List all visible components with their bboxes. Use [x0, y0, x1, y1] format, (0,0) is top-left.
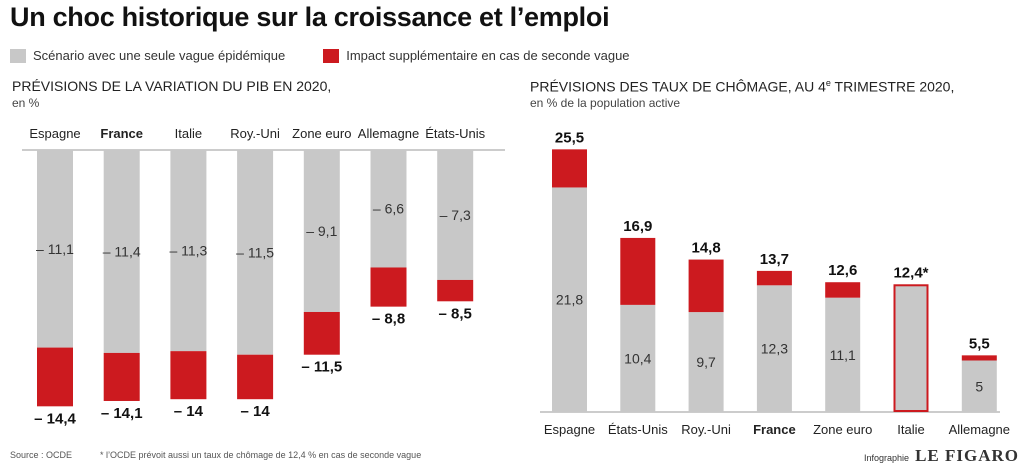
unemployment-bar-base-allemagne — [961, 360, 997, 412]
gdp-category-label-etats-unis: États-Unis — [425, 126, 485, 141]
unemployment-value-label-total-italie: 12,4* — [893, 264, 928, 281]
gdp-bar-base-france — [103, 150, 140, 353]
credit-prefix: Infographie — [864, 453, 910, 463]
unemployment-category-label-allemagne: Allemagne — [949, 422, 1010, 437]
gdp-value-label-total-roy-uni: – 14 — [240, 403, 270, 420]
gdp-value-label-total-france: – 14,1 — [101, 405, 143, 422]
unemployment-value-label-base-roy-uni: 9,7 — [696, 354, 716, 370]
unemployment-value-label-total-roy-uni: 14,8 — [691, 240, 720, 257]
gdp-bar-base-espagne — [37, 150, 73, 348]
legend: Scénario avec une seule vague épidémique… — [10, 48, 668, 63]
gdp-bar-extra-espagne — [37, 347, 73, 407]
unemployment-value-label-total-france: 13,7 — [760, 251, 789, 268]
gdp-value-label-base-espagne: – 11,1 — [36, 241, 74, 257]
unemployment-bar-base-france — [756, 285, 792, 412]
unemployment-value-label-base-espagne: 21,8 — [556, 292, 583, 308]
gdp-value-label-base-roy-uni: – 11,5 — [236, 244, 274, 260]
gdp-category-label-france: France — [100, 126, 143, 141]
legend-swatch-extra — [323, 48, 340, 63]
gdp-bar-base-italie — [170, 150, 207, 352]
unemployment-chart-title: PRÉVISIONS DES TAUX DE CHÔMAGE, AU 4e TR… — [530, 78, 955, 95]
gdp-bar-base-zone-euro — [303, 150, 340, 312]
unemployment-bar-extra-france — [756, 270, 792, 286]
unemployment-bar-base-espagne — [552, 187, 587, 412]
unemployment-bar-extra-espagne — [552, 149, 587, 188]
credit: Infographie LE FIGARO — [864, 446, 1019, 466]
gdp-value-label-base-italie: – 11,3 — [169, 243, 207, 259]
unemployment-bar-extra-etats-unis — [620, 237, 656, 305]
gdp-value-label-base-etats-unis: – 7,3 — [440, 207, 471, 223]
legend-item-base: Scénario avec une seule vague épidémique — [10, 48, 285, 63]
gdp-value-label-base-allemagne: – 6,6 — [373, 201, 404, 217]
gdp-category-label-allemagne: Allemagne — [358, 126, 419, 141]
gdp-bar-extra-roy-uni — [237, 354, 274, 400]
gdp-value-label-base-france: – 11,4 — [103, 243, 141, 259]
unemployment-value-label-base-etats-unis: 10,4 — [624, 350, 651, 366]
gdp-value-label-total-allemagne: – 8,8 — [372, 311, 405, 328]
gdp-category-label-espagne: Espagne — [29, 126, 80, 141]
unemployment-bar-base-etats-unis — [620, 304, 656, 412]
gdp-value-label-base-zone-euro: – 9,1 — [306, 223, 337, 239]
gdp-value-label-total-etats-unis: – 8,5 — [439, 305, 472, 322]
unemployment-category-label-etats-unis: États-Unis — [608, 422, 668, 437]
unemployment-bar-base-zone-euro — [825, 297, 861, 412]
unemployment-category-label-roy-uni: Roy.-Uni — [681, 422, 731, 437]
gdp-chart-subtitle: en % — [12, 96, 40, 110]
unemployment-bar-extra-zone-euro — [825, 282, 861, 298]
unemployment-category-label-france: France — [753, 422, 796, 437]
gdp-bar-base-etats-unis — [437, 150, 474, 280]
unemployment-bar-extra-allemagne — [961, 355, 997, 361]
unemployment-bar-extra-roy-uni — [688, 259, 724, 313]
gdp-bar-extra-zone-euro — [303, 311, 340, 355]
gdp-value-label-total-zone-euro: – 11,5 — [301, 359, 342, 376]
unemployment-value-label-total-allemagne: 5,5 — [969, 335, 990, 352]
unemployment-chart-subtitle: en % de la population active — [530, 96, 681, 110]
gdp-category-label-italie: Italie — [175, 126, 202, 141]
unemployment-category-label-zone-euro: Zone euro — [813, 422, 872, 437]
gdp-value-label-total-italie: – 14 — [174, 403, 204, 420]
infographic-title: Un choc historique sur la croissance et … — [10, 2, 610, 32]
gdp-bar-extra-etats-unis — [437, 279, 474, 302]
gdp-value-label-total-espagne: – 14,4 — [34, 410, 76, 427]
source-note: Source : OCDE — [10, 450, 73, 460]
gdp-bar-base-roy-uni — [237, 150, 274, 355]
legend-swatch-base — [10, 48, 26, 63]
unemployment-category-label-italie: Italie — [897, 422, 924, 437]
credit-brand-logo: LE FIGARO — [915, 446, 1019, 465]
gdp-category-label-zone-euro: Zone euro — [292, 126, 351, 141]
unemployment-value-label-total-espagne: 25,5 — [555, 129, 584, 146]
unemployment-value-label-total-etats-unis: 16,9 — [623, 218, 652, 235]
gdp-category-label-roy-uni: Roy.-Uni — [230, 126, 280, 141]
gdp-bar-extra-france — [103, 352, 140, 401]
unemployment-bar-base-roy-uni — [688, 312, 724, 412]
unemployment-value-label-base-zone-euro: 11,1 — [830, 347, 856, 363]
unemployment-value-label-total-zone-euro: 12,6 — [828, 262, 857, 279]
gdp-chart-title: PRÉVISIONS DE LA VARIATION DU PIB EN 202… — [12, 78, 332, 94]
legend-label-extra: Impact supplémentaire en cas de seconde … — [346, 48, 630, 63]
gdp-bar-extra-allemagne — [370, 267, 407, 307]
unemployment-value-label-base-allemagne: 5 — [975, 378, 983, 394]
unemployment-value-label-base-france: 12,3 — [761, 341, 788, 357]
footnote: * l’OCDE prévoit aussi un taux de chômag… — [100, 450, 422, 460]
gdp-bar-base-allemagne — [370, 150, 407, 268]
gdp-bar-extra-italie — [170, 351, 207, 400]
legend-item-extra: Impact supplémentaire en cas de seconde … — [323, 48, 630, 63]
unemployment-bar-base-italie — [893, 284, 929, 412]
legend-label-base: Scénario avec une seule vague épidémique — [33, 48, 286, 63]
unemployment-category-label-espagne: Espagne — [544, 422, 595, 437]
